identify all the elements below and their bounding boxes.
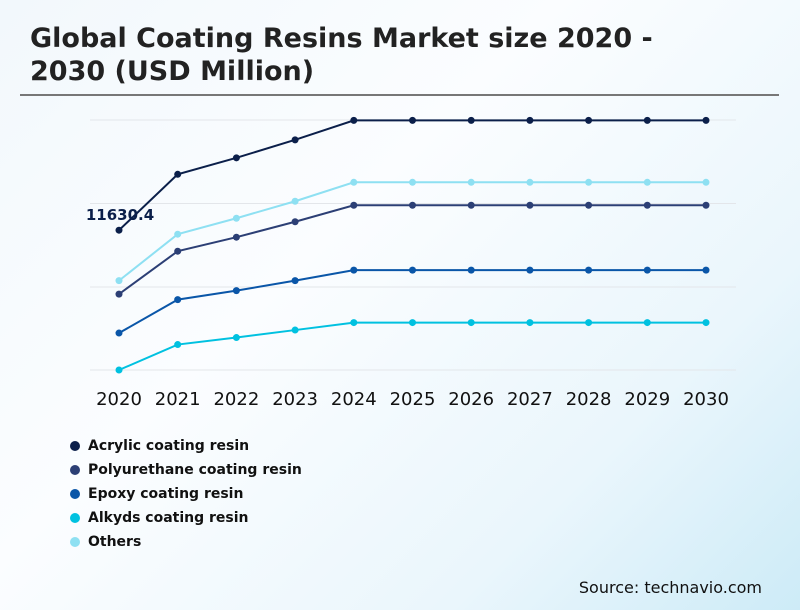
data-point bbox=[526, 319, 534, 327]
legend-item: Alkyds coating resin bbox=[70, 506, 302, 530]
x-tick-label: 2021 bbox=[155, 389, 201, 410]
data-point bbox=[702, 201, 710, 209]
data-point bbox=[526, 116, 534, 124]
data-point bbox=[643, 319, 651, 327]
legend-item: Others bbox=[70, 530, 302, 554]
data-point bbox=[702, 116, 710, 124]
data-point bbox=[643, 116, 651, 124]
data-point bbox=[350, 116, 358, 124]
legend-item: Polyurethane coating resin bbox=[70, 458, 302, 482]
x-tick-label: 2027 bbox=[507, 389, 553, 410]
line-chart: 2020 2021 2022 2023 2024 2025 2026 2027 2028 2029… bbox=[86, 116, 736, 410]
data-point bbox=[585, 201, 593, 209]
data-point bbox=[291, 136, 299, 144]
data-point bbox=[291, 218, 299, 226]
legend-marker bbox=[70, 537, 80, 547]
x-tick-label: 2028 bbox=[566, 389, 612, 410]
data-point bbox=[467, 178, 475, 186]
data-point bbox=[291, 197, 299, 205]
source-note: Source: technavio.com bbox=[578, 578, 762, 597]
data-point bbox=[409, 266, 416, 274]
data-point bbox=[232, 233, 240, 241]
x-tick-label: 2029 bbox=[624, 389, 670, 410]
data-point bbox=[702, 178, 710, 186]
data-point bbox=[115, 226, 123, 234]
legend-label: Others bbox=[88, 534, 142, 550]
x-tick-label: 2024 bbox=[331, 389, 377, 410]
legend-item: Epoxy coating resin bbox=[70, 482, 302, 506]
data-point bbox=[232, 334, 240, 342]
data-point bbox=[526, 266, 534, 274]
data-point bbox=[467, 319, 475, 327]
data-point bbox=[174, 170, 182, 178]
legend-label: Polyurethane coating resin bbox=[88, 462, 302, 478]
data-point bbox=[409, 201, 416, 209]
data-point bbox=[467, 266, 475, 274]
data-point bbox=[232, 154, 240, 162]
legend-marker bbox=[70, 441, 80, 451]
data-point bbox=[526, 201, 534, 209]
data-point bbox=[702, 319, 710, 327]
data-point bbox=[526, 178, 534, 186]
legend-label: Epoxy coating resin bbox=[88, 486, 244, 502]
data-point bbox=[585, 116, 593, 124]
data-point bbox=[409, 319, 416, 327]
x-tick-label: 2020 bbox=[96, 389, 142, 410]
x-tick-label: 2023 bbox=[272, 389, 318, 410]
data-point bbox=[467, 201, 475, 209]
series-line bbox=[118, 204, 706, 295]
data-point bbox=[174, 230, 182, 238]
data-point bbox=[115, 366, 123, 374]
data-point bbox=[174, 341, 182, 349]
data-point bbox=[291, 326, 299, 334]
legend-label: Alkyds coating resin bbox=[88, 510, 249, 526]
title-divider bbox=[20, 94, 779, 96]
legend-label: Acrylic coating resin bbox=[88, 438, 250, 454]
data-point bbox=[409, 178, 416, 186]
data-point bbox=[232, 214, 240, 222]
data-point bbox=[585, 319, 593, 327]
data-point bbox=[115, 329, 123, 337]
legend-marker bbox=[70, 489, 80, 499]
legend: Acrylic coating resin Polyurethane coatin… bbox=[70, 434, 302, 554]
data-point bbox=[174, 247, 182, 255]
data-point bbox=[585, 266, 593, 274]
data-point bbox=[350, 266, 358, 274]
data-point bbox=[409, 116, 416, 124]
data-point bbox=[350, 319, 358, 327]
data-point bbox=[115, 277, 123, 285]
data-point bbox=[643, 201, 651, 209]
x-tick-label: 2030 bbox=[683, 389, 729, 410]
chart-title: Global Coating Resins Market size 2020 -… bbox=[30, 23, 653, 87]
data-point bbox=[350, 178, 358, 186]
legend-item: Acrylic coating resin bbox=[70, 434, 302, 458]
legend-marker bbox=[70, 465, 80, 475]
data-point bbox=[350, 201, 358, 209]
series-line bbox=[118, 181, 706, 282]
legend-marker bbox=[70, 513, 80, 523]
data-point bbox=[467, 116, 475, 124]
data-point bbox=[232, 287, 240, 295]
data-point bbox=[585, 178, 593, 186]
series-line bbox=[118, 321, 706, 371]
x-tick-label: 2026 bbox=[448, 389, 494, 410]
data-point bbox=[115, 290, 123, 298]
data-point bbox=[702, 266, 710, 274]
data-point bbox=[174, 296, 182, 304]
data-point bbox=[291, 277, 299, 285]
series-line bbox=[118, 119, 706, 231]
x-tick-label: 2022 bbox=[213, 389, 259, 410]
data-point bbox=[643, 178, 651, 186]
data-point bbox=[643, 266, 651, 274]
data-label: 11630.4 bbox=[86, 206, 154, 224]
x-tick-label: 2025 bbox=[390, 389, 436, 410]
